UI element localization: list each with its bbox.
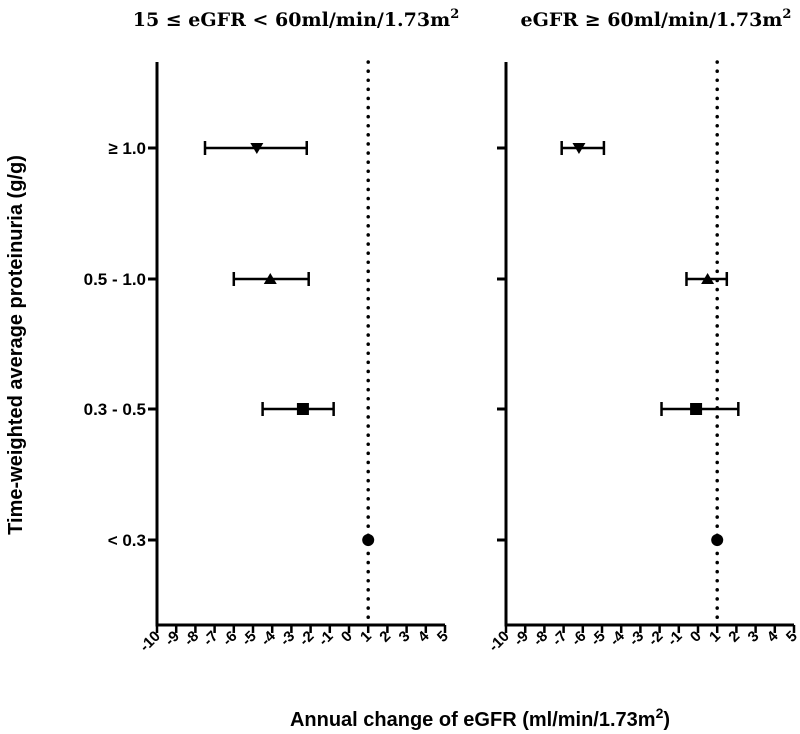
x-tick-label: -7 (200, 628, 221, 649)
y-tick-label: ≥ 1.0 (108, 139, 146, 158)
panel-right: eGFR ≥ 60ml/min/1.73m2 -10-9-8-7-6-5-4-3… (485, 7, 800, 655)
panel-left: 15 ≤ eGFR < 60ml/min/1.73m2 -10-9-8-7-6-… (133, 7, 460, 655)
x-axis-title: Annual change of eGFR (ml/min/1.73m2) (290, 705, 670, 731)
x-tick-label: -3 (626, 628, 647, 649)
y-tick-labels: ≥ 1.0 0.5 - 1.0 0.3 - 0.5 < 0.3 (84, 139, 146, 550)
x-tick-label: 5 (783, 628, 800, 646)
x-tick-label: -6 (219, 628, 240, 649)
x-tick-label: -5 (238, 628, 259, 649)
y-tick-label: < 0.3 (108, 531, 146, 550)
x-tick-label: 0 (338, 628, 356, 646)
x-tick-label: 1 (357, 628, 375, 646)
y-axis-title: Time-weighted average proteinuria (g/g) (5, 155, 27, 535)
x-tick-label: 2 (376, 628, 394, 646)
x-tick-label: 1 (706, 628, 724, 646)
y-tick-label: 0.5 - 1.0 (84, 270, 146, 289)
point-marker (263, 273, 277, 284)
x-tick-label: 2 (725, 628, 743, 646)
x-tick-label: 3 (745, 628, 763, 646)
point-marker (296, 403, 309, 415)
x-tick-label: -4 (258, 627, 280, 649)
x-tick-label: -5 (587, 628, 608, 649)
point-marker (711, 534, 724, 546)
x-tick-label: -2 (645, 628, 666, 649)
panel-right-title: eGFR ≥ 60ml/min/1.73m2 (521, 7, 792, 31)
y-tick-label: 0.3 - 0.5 (84, 400, 146, 419)
x-tick-label: -4 (607, 627, 629, 649)
x-tick-label: 3 (396, 628, 414, 646)
x-tick-label: -8 (530, 628, 551, 649)
x-tick-label: -9 (162, 628, 183, 649)
x-tick-label: -10 (485, 628, 512, 655)
point-marker (690, 403, 703, 415)
panel-left-title: 15 ≤ eGFR < 60ml/min/1.73m2 (133, 7, 460, 31)
x-tick-label: 0 (687, 628, 705, 646)
x-tick-label: -1 (315, 628, 336, 649)
x-tick-label: -1 (664, 628, 685, 649)
x-tick-label: 5 (434, 628, 452, 646)
point-marker (701, 273, 715, 284)
x-tick-label: 4 (764, 627, 782, 645)
x-tick-label: -3 (277, 628, 298, 649)
point-marker (362, 534, 375, 546)
point-marker (572, 143, 586, 154)
x-tick-label: -9 (511, 628, 532, 649)
x-tick-label: -8 (181, 628, 202, 649)
x-tick-label: -6 (568, 628, 589, 649)
x-tick-label: -10 (136, 628, 163, 655)
x-tick-label: -2 (296, 628, 317, 649)
x-tick-label: -7 (549, 628, 570, 649)
x-tick-label: 4 (415, 627, 433, 645)
point-marker (250, 143, 264, 154)
